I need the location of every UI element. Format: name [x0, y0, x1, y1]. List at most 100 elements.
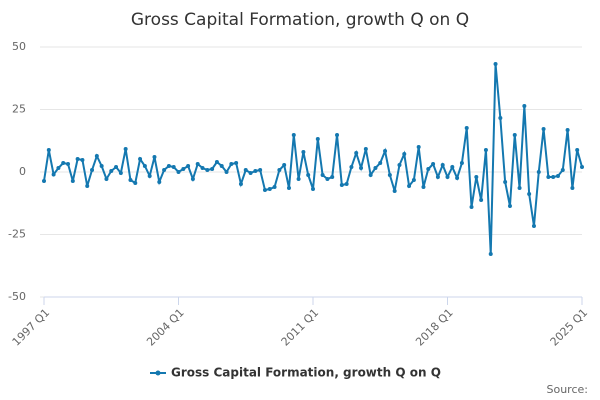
- point: [80, 158, 85, 162]
- point: [114, 165, 119, 169]
- point: [157, 180, 162, 184]
- point: [200, 166, 205, 170]
- point: [546, 175, 551, 179]
- point: [488, 252, 493, 256]
- point: [354, 151, 359, 155]
- point: [445, 175, 450, 179]
- point: [219, 164, 224, 168]
- point: [359, 166, 364, 170]
- point: [42, 179, 46, 183]
- point: [291, 133, 296, 137]
- y-tick-label: 0: [19, 165, 26, 178]
- point: [507, 204, 512, 208]
- point: [426, 167, 431, 171]
- point: [262, 188, 267, 192]
- point: [373, 166, 378, 170]
- point: [450, 165, 455, 169]
- point: [493, 62, 498, 66]
- point: [531, 224, 536, 228]
- point: [397, 163, 402, 167]
- series-line: [43, 63, 583, 255]
- point: [402, 152, 407, 156]
- point: [335, 133, 340, 137]
- chart-title: Gross Capital Formation, growth Q on Q: [131, 10, 469, 30]
- point: [229, 162, 234, 166]
- point: [431, 162, 436, 166]
- point: [435, 175, 440, 179]
- point: [315, 137, 320, 141]
- point: [575, 148, 580, 152]
- point: [118, 171, 123, 175]
- point: [311, 187, 315, 191]
- point: [339, 183, 344, 187]
- point: [181, 167, 186, 171]
- point: [195, 162, 200, 166]
- point: [580, 165, 584, 169]
- point: [248, 171, 253, 175]
- point: [421, 185, 426, 189]
- point: [512, 133, 517, 137]
- point: [66, 162, 71, 166]
- x-tick-label: 2011 Q1: [279, 306, 322, 349]
- point: [286, 186, 291, 190]
- point: [551, 175, 556, 179]
- point: [258, 168, 263, 172]
- point: [210, 167, 215, 171]
- point: [455, 176, 460, 180]
- point: [214, 160, 219, 164]
- point: [407, 184, 412, 188]
- point: [267, 187, 272, 191]
- point: [272, 185, 277, 189]
- y-tick-label: -25: [8, 228, 26, 241]
- point: [90, 168, 95, 172]
- point: [142, 164, 147, 168]
- point: [70, 179, 75, 183]
- point: [536, 170, 541, 174]
- point: [498, 116, 503, 120]
- point: [459, 161, 464, 165]
- point: [527, 192, 532, 196]
- point: [368, 173, 373, 177]
- point: [517, 186, 522, 190]
- point: [560, 168, 565, 172]
- point: [479, 198, 484, 202]
- x-tick-label: 2025 Q1: [548, 306, 591, 349]
- point: [277, 168, 282, 172]
- point: [85, 184, 90, 188]
- point: [320, 173, 325, 177]
- point: [440, 163, 445, 167]
- x-tick-label: 2018 Q1: [413, 306, 456, 349]
- point: [243, 168, 248, 172]
- point: [306, 173, 311, 177]
- point: [186, 164, 191, 168]
- point: [565, 128, 570, 132]
- point: [344, 182, 349, 186]
- point: [282, 163, 287, 167]
- legend-label: Gross Capital Formation, growth Q on Q: [171, 366, 441, 380]
- point: [128, 178, 133, 182]
- point: [94, 154, 99, 158]
- y-tick-label: 25: [12, 103, 26, 116]
- point: [383, 149, 388, 153]
- point: [555, 174, 560, 178]
- point: [301, 150, 306, 154]
- legend-marker: [155, 370, 161, 376]
- point: [99, 164, 104, 168]
- point: [190, 177, 195, 181]
- point: [349, 165, 354, 169]
- point: [56, 166, 61, 170]
- point: [570, 186, 575, 190]
- point: [166, 164, 171, 168]
- point: [51, 172, 56, 177]
- point: [522, 104, 527, 108]
- point: [363, 147, 368, 151]
- point: [238, 182, 243, 186]
- point: [378, 161, 383, 165]
- point: [152, 155, 157, 159]
- point: [483, 148, 488, 152]
- point: [416, 145, 421, 149]
- point: [75, 157, 80, 161]
- point: [147, 174, 152, 178]
- point: [138, 157, 143, 161]
